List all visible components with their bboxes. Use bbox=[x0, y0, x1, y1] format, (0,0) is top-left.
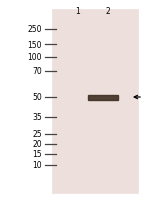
Text: 35: 35 bbox=[32, 113, 42, 122]
Text: 1: 1 bbox=[76, 7, 80, 16]
Text: 100: 100 bbox=[27, 53, 42, 62]
Text: 2: 2 bbox=[106, 7, 110, 16]
Text: 70: 70 bbox=[32, 67, 42, 76]
Text: 10: 10 bbox=[32, 161, 42, 170]
Text: 250: 250 bbox=[27, 25, 42, 34]
Text: 20: 20 bbox=[32, 140, 42, 149]
Text: 50: 50 bbox=[32, 93, 42, 102]
Text: 150: 150 bbox=[27, 40, 42, 49]
Text: 25: 25 bbox=[32, 130, 42, 139]
Bar bbox=[88, 95, 118, 100]
Text: 15: 15 bbox=[32, 150, 42, 159]
Bar bbox=[52, 10, 138, 193]
